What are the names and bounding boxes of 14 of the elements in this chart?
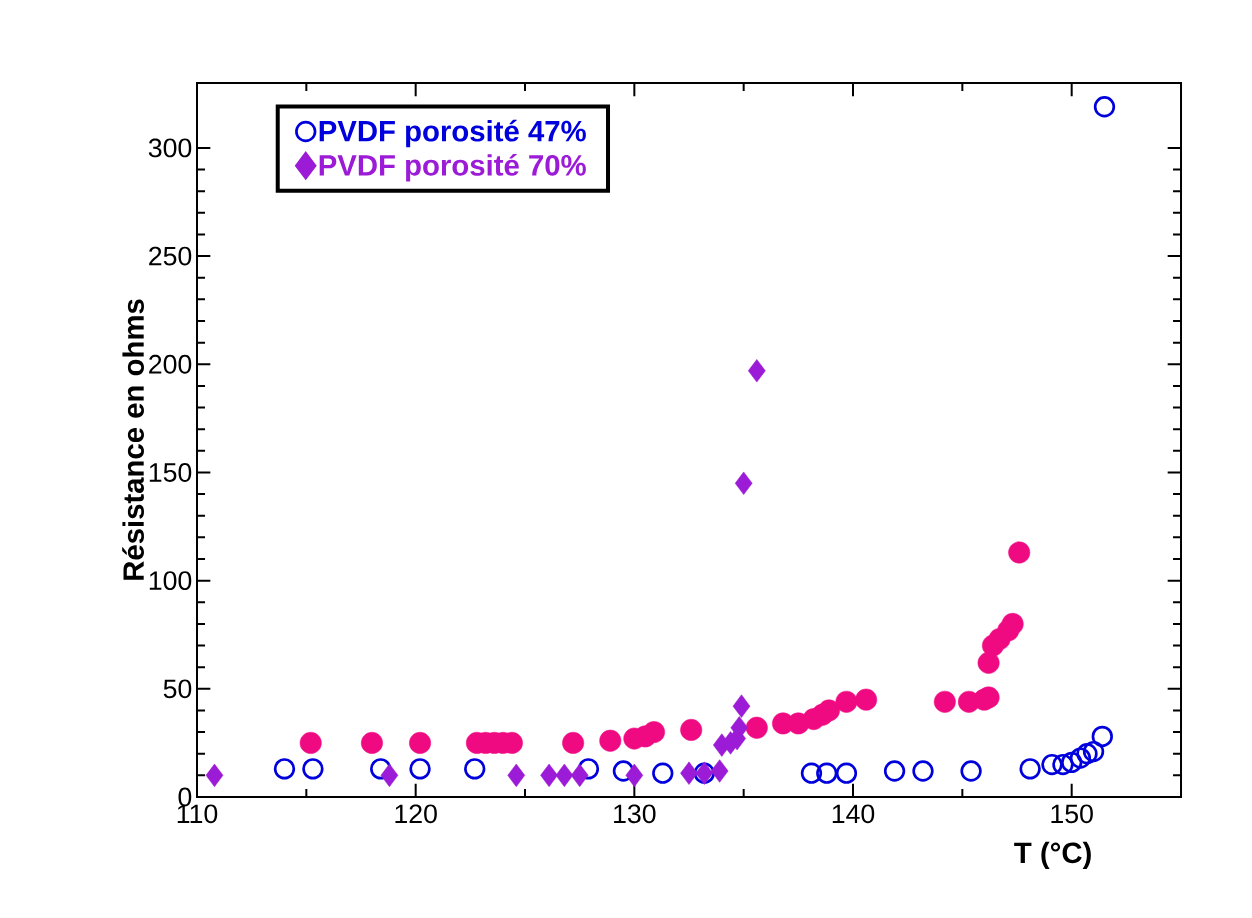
legend-label: PVDF porosité 70% [319, 153, 586, 182]
y-tick-label: 200 [149, 354, 192, 374]
y-tick-label: 50 [163, 679, 192, 699]
y-axis-title: Résistance en ohms [122, 299, 144, 580]
x-axis-title: T (°C) [1014, 841, 1091, 870]
x-tick-label: 140 [832, 804, 875, 824]
x-tick-label: 150 [1051, 804, 1093, 824]
y-tick-label: 150 [149, 463, 192, 482]
x-tick-label: 130 [614, 804, 656, 824]
y-tick-label: 300 [148, 138, 192, 158]
y-tick-label: 250 [149, 246, 192, 266]
y-tick-label: 100 [149, 571, 192, 591]
x-tick-label: 120 [395, 804, 437, 824]
legend-label: PVDF porosité 47% [319, 119, 586, 148]
